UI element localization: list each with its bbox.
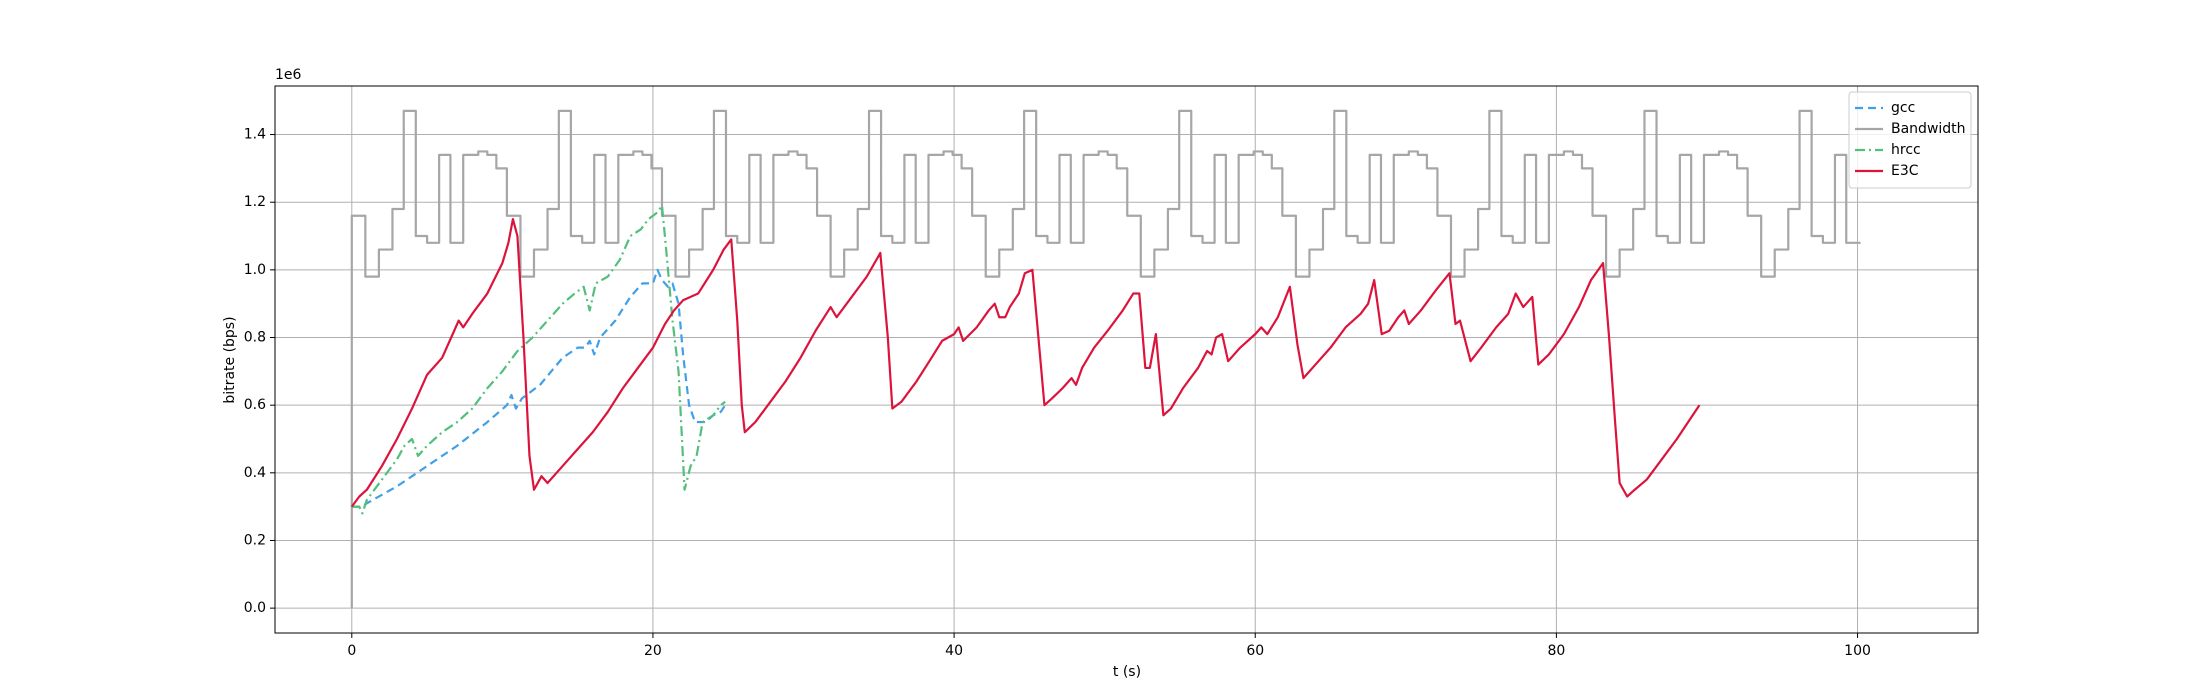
plot-frame <box>274 85 1979 634</box>
legend-label: gcc <box>1891 100 1915 116</box>
series-line <box>350 218 1701 508</box>
series-line <box>351 268 727 508</box>
axes: 0 20 40 60 80 100 0.0 0.2 0.4 0.6 0.8 1.0 1.2 1.4 <box>244 127 1871 659</box>
legend-box <box>1848 91 1972 189</box>
x-tick-label: 80 <box>1547 643 1565 659</box>
y-tick-label: 0.0 <box>244 600 266 616</box>
y-tick-label: 1.2 <box>244 194 266 210</box>
y-tick-label: 1.0 <box>244 262 266 278</box>
y-tick-label: 1.4 <box>244 127 266 143</box>
x-tick-label: 20 <box>644 643 662 659</box>
legend-label: hrcc <box>1891 142 1921 158</box>
grid <box>275 86 1978 633</box>
x-tick-label: 40 <box>945 643 963 659</box>
x-tick-label: 0 <box>347 643 356 659</box>
y-offset-label: 1e6 <box>275 67 302 83</box>
plot-lines <box>350 109 1861 609</box>
y-axis-label: bitrate (bps) <box>222 316 238 403</box>
x-axis-label: t (s) <box>1113 664 1141 680</box>
series-line <box>350 109 1861 609</box>
y-tick-label: 0.2 <box>244 532 266 548</box>
legend-label: E3C <box>1891 163 1919 179</box>
y-tick-label: 0.8 <box>244 330 266 346</box>
y-tick-label: 0.4 <box>244 465 266 481</box>
x-tick-label: 60 <box>1246 643 1264 659</box>
x-tick-label: 100 <box>1844 643 1871 659</box>
y-tick-label: 0.6 <box>244 397 266 413</box>
series-line <box>351 204 726 515</box>
legend: gcc Bandwidth hrcc E3C <box>1848 91 1972 189</box>
legend-label: Bandwidth <box>1891 121 1966 137</box>
